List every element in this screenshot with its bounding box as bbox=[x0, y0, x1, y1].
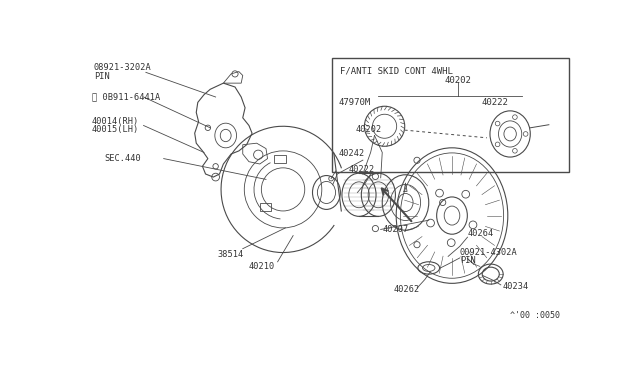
Bar bbox=[332, 58, 568, 172]
Bar bbox=[274, 155, 286, 163]
Text: 40222: 40222 bbox=[482, 98, 509, 107]
Text: ^'00 :0050: ^'00 :0050 bbox=[511, 311, 561, 320]
Text: 40222: 40222 bbox=[349, 165, 375, 174]
Text: PIN: PIN bbox=[94, 72, 109, 81]
Text: 40202: 40202 bbox=[445, 76, 472, 85]
Text: 40207: 40207 bbox=[382, 225, 408, 234]
Text: 40014(RH): 40014(RH) bbox=[92, 117, 139, 126]
Text: 40015(LH): 40015(LH) bbox=[92, 125, 139, 134]
Text: 40234: 40234 bbox=[502, 282, 529, 291]
Text: 47970M: 47970M bbox=[338, 98, 371, 107]
Text: PIN: PIN bbox=[460, 256, 476, 265]
Text: 00921-4302A: 00921-4302A bbox=[460, 248, 518, 257]
Text: F/ANTI SKID CONT 4WHL: F/ANTI SKID CONT 4WHL bbox=[340, 67, 452, 76]
Text: 40210: 40210 bbox=[249, 262, 275, 271]
Text: 40242: 40242 bbox=[338, 150, 364, 158]
Text: 40262: 40262 bbox=[394, 285, 420, 294]
Bar bbox=[260, 203, 271, 211]
Text: ⓝ 0B911-6441A: ⓝ 0B911-6441A bbox=[92, 93, 160, 102]
Text: 38514: 38514 bbox=[218, 250, 244, 259]
Text: 40264: 40264 bbox=[467, 229, 493, 238]
Text: SEC.440: SEC.440 bbox=[105, 154, 141, 163]
Text: 40202: 40202 bbox=[355, 125, 381, 134]
Text: 08921-3202A: 08921-3202A bbox=[94, 63, 152, 72]
